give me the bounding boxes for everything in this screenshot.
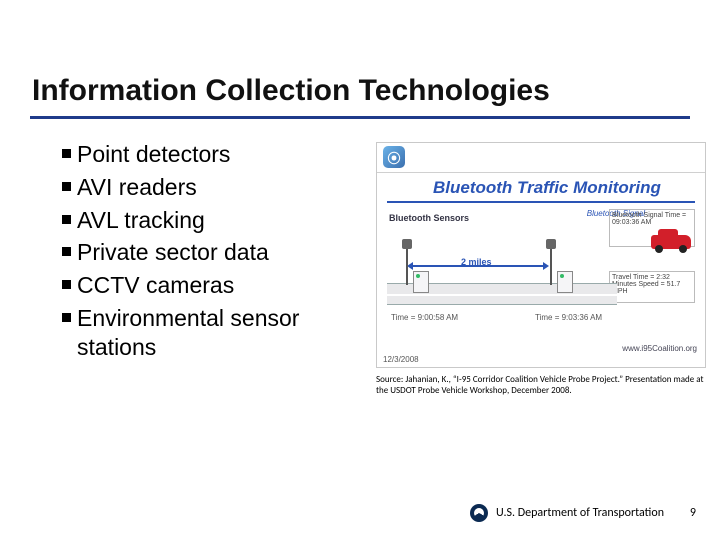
sensor-cabinet-icon [557,271,573,293]
bullet-text: AVL tracking [77,206,205,235]
page-number: 9 [672,506,696,520]
bullet-icon [62,215,71,224]
footer: U.S. Department of Transportation 9 [470,504,696,522]
list-item: AVI readers [62,173,362,202]
page-title: Information Collection Technologies [32,74,550,108]
time-right-label: Time = 9:03:36 AM [535,313,602,322]
sensor-tower-icon [545,239,557,285]
footer-org: U.S. Department of Transportation [496,506,664,520]
bullet-list: Point detectors AVI readers AVL tracking Pr… [62,140,362,365]
stats-box: Travel Time = 2:32 Minutes Speed = 51.7 … [609,271,695,303]
usdot-logo-icon [470,504,488,522]
sensor-tower-icon [401,239,413,285]
list-item: Private sector data [62,238,362,267]
diagram-banner-line [387,201,695,203]
bullet-text: Private sector data [77,238,269,267]
coalition-logo-icon: ⦿ [383,146,405,168]
slide: Information Collection Technologies Poin… [0,0,720,540]
bullet-text: Point detectors [77,140,230,169]
car-icon [651,231,691,253]
distance-arrow-icon [413,265,543,267]
list-item: CCTV cameras [62,271,362,300]
bullet-text: AVI readers [77,173,197,202]
diagram-date: 12/3/2008 [383,355,419,364]
bullet-text: Environmental sensor stations [77,304,362,362]
bullet-icon [62,280,71,289]
figure-caption: Source: Jahanian, K., “I-95 Corridor Coa… [376,374,710,397]
list-item: Environmental sensor stations [62,304,362,362]
bullet-icon [62,182,71,191]
bullet-icon [62,313,71,322]
bluetooth-diagram: ⦿ Bluetooth Traffic Monitoring Bluetooth… [376,142,706,368]
diagram-topbar: ⦿ [377,143,705,173]
bullet-icon [62,149,71,158]
title-underline [30,116,690,119]
time-left-label: Time = 9:00:58 AM [391,313,458,322]
diagram-banner: Bluetooth Traffic Monitoring [433,177,695,199]
list-item: AVL tracking [62,206,362,235]
bullet-text: CCTV cameras [77,271,234,300]
diagram-url: www.i95Coalition.org [622,344,697,353]
diagram-sublabel: Bluetooth Sensors [389,213,469,223]
list-item: Point detectors [62,140,362,169]
sensor-cabinet-icon [413,271,429,293]
bullet-icon [62,247,71,256]
